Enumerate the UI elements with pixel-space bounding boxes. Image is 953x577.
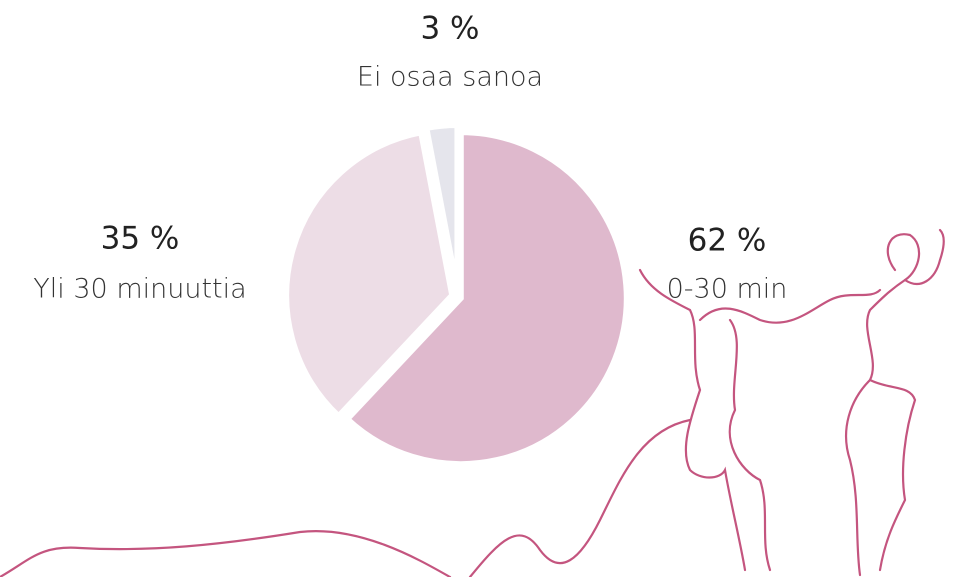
category-label: Ei osaa sanoa <box>357 62 543 93</box>
category-label: Yli 30 minuuttia <box>33 274 246 305</box>
value-label: 62 % <box>688 223 767 259</box>
category-label: 0-30 min <box>667 274 788 305</box>
value-label: 35 % <box>101 221 180 257</box>
value-label: 3 % <box>420 11 479 47</box>
chart: 62 % 0-30 min 35 % Yli 30 minuuttia 3 % Ei os… <box>0 0 953 577</box>
